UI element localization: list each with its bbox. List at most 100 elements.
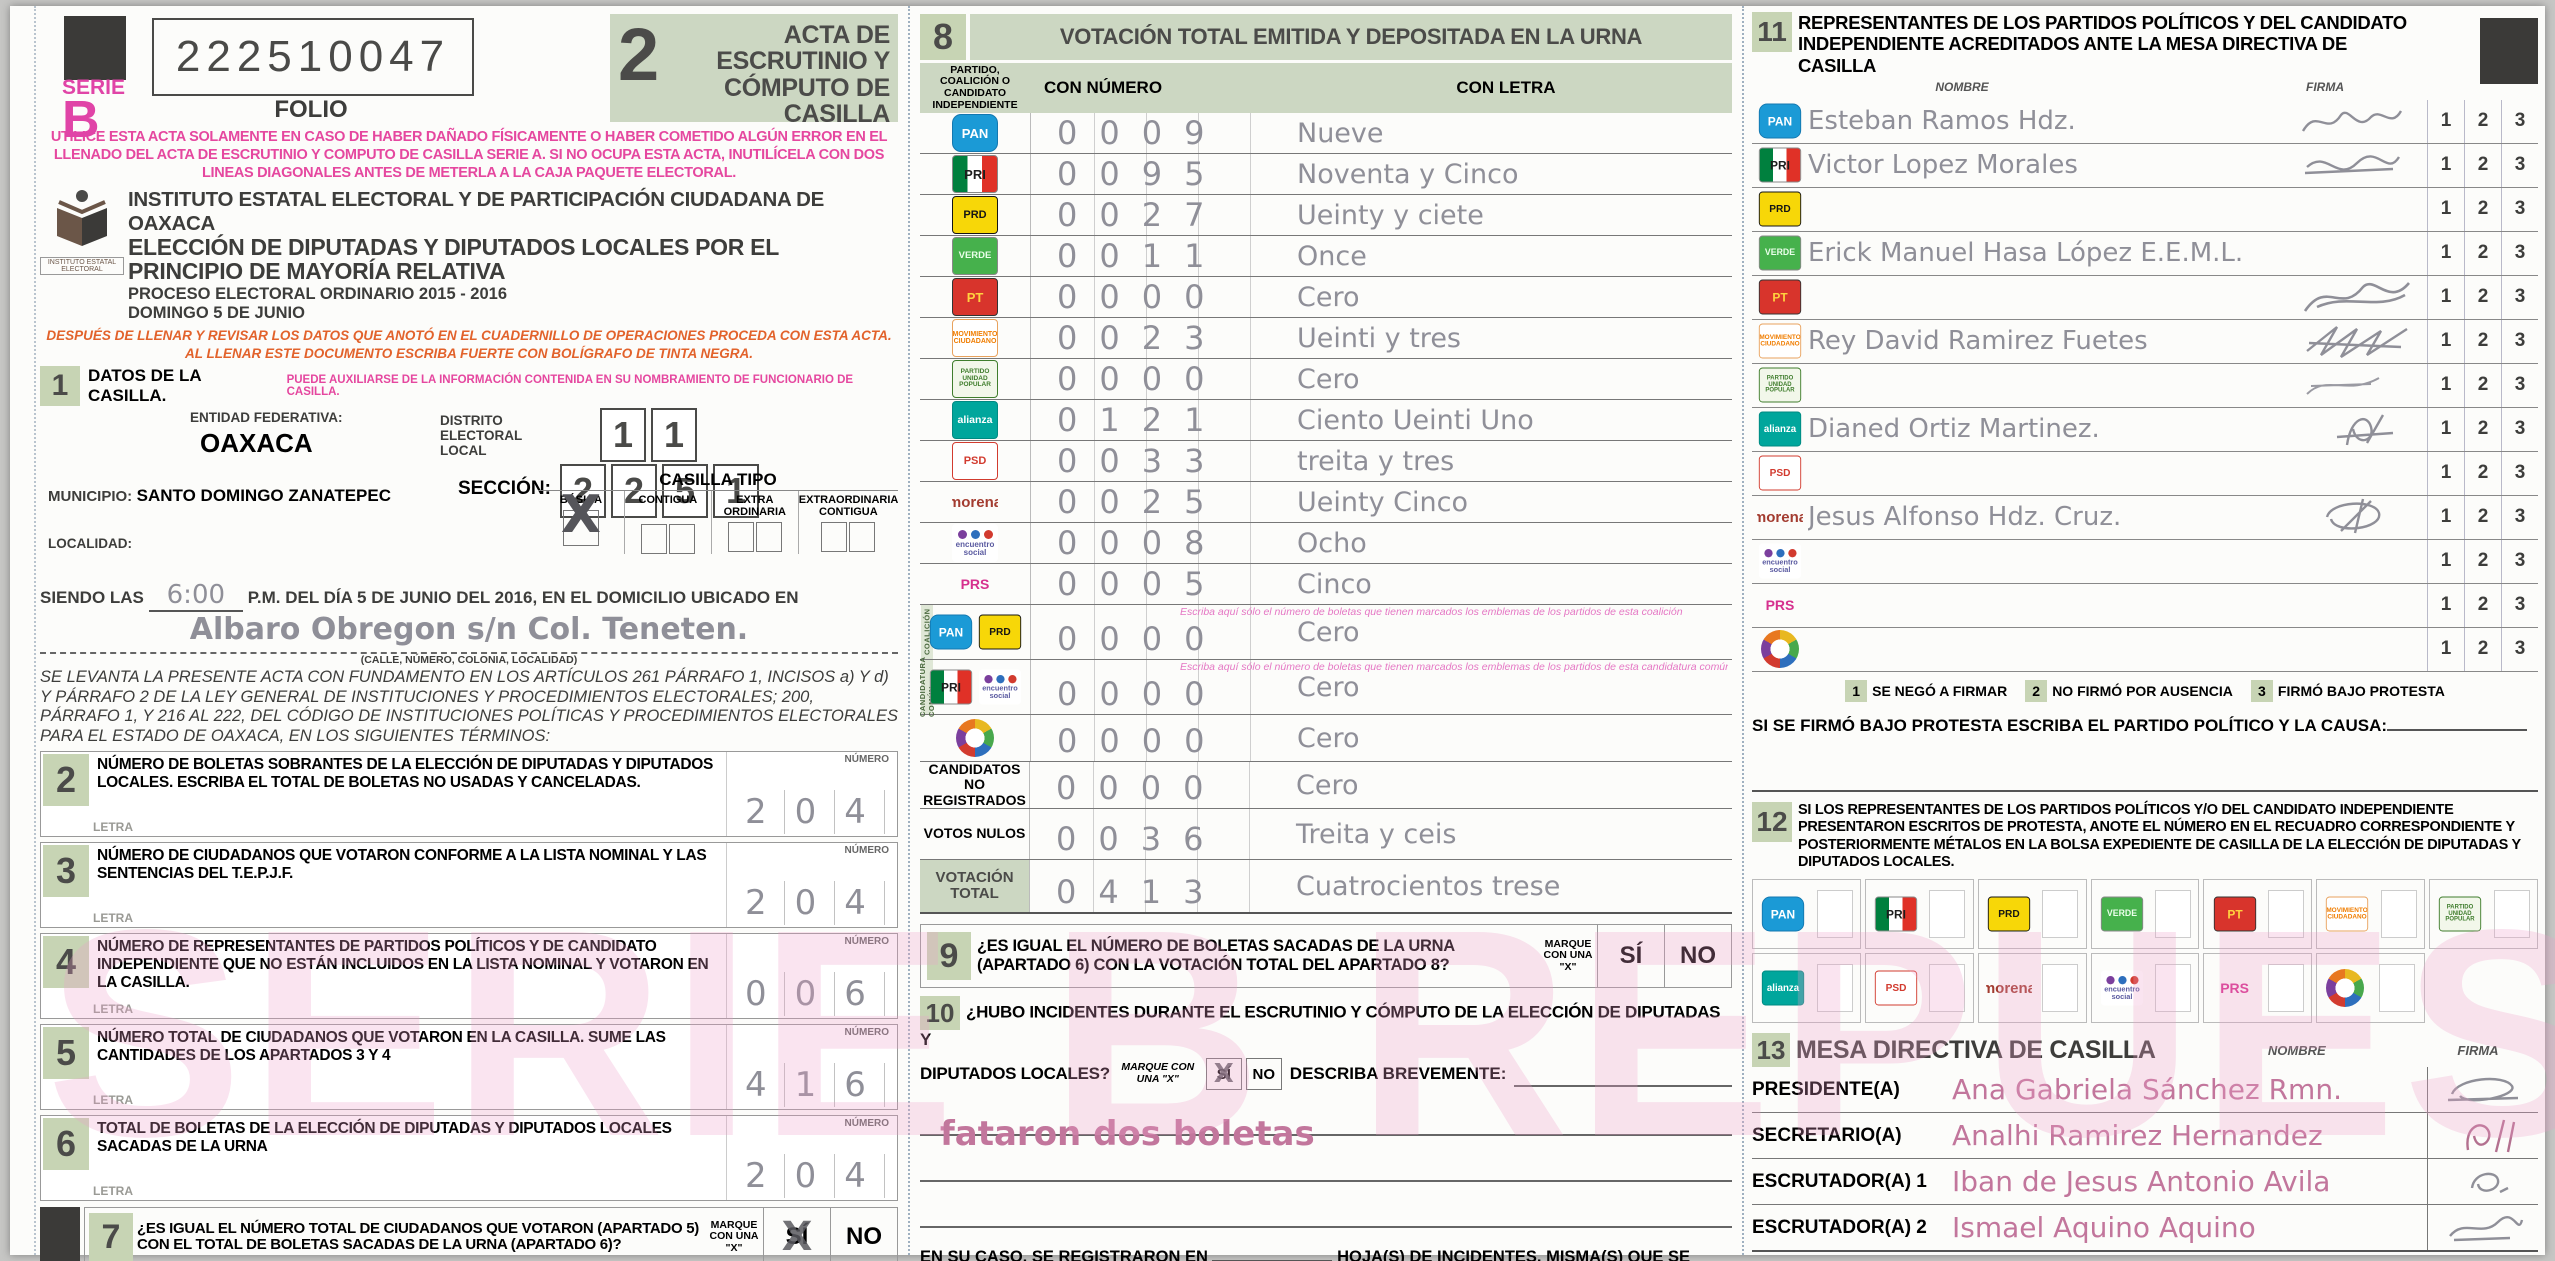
rep-pan-signature[interactable] [2297, 103, 2427, 139]
escrutador2-name[interactable]: Ismael Aquino Aquino [1952, 1211, 2256, 1245]
section-4-value[interactable]: 006 [735, 972, 889, 1017]
coalicion-votes-number[interactable]: 0000 [1031, 605, 1281, 659]
nulos-votes-words[interactable]: Treita y ceis [1296, 818, 1457, 850]
rep-verde-name[interactable]: Erick Manuel Hasa López E.E.M.L. [1808, 238, 2244, 269]
escrutador1-name[interactable]: Iban de Jesus Antonio Avila [1952, 1165, 2331, 1199]
tipo-contigua[interactable]: CONTIGUA [625, 491, 712, 555]
section-9-no[interactable]: NO [1664, 925, 1731, 987]
pan-votes-number[interactable]: 0009 [1031, 113, 1281, 153]
nulos-votes-number[interactable]: 0036 [1030, 809, 1280, 859]
es-protest-box[interactable] [2155, 964, 2192, 1013]
tipo-extraordinaria[interactable]: EXTRA ORDINARIA [712, 491, 799, 555]
rep-pt-signature[interactable] [2297, 277, 2427, 317]
pt-protest-box[interactable] [2268, 890, 2305, 939]
section-2-value[interactable]: 204 [735, 790, 889, 835]
pan-protest-box[interactable] [1816, 890, 1853, 939]
section-9-si[interactable]: SÍ [1597, 925, 1664, 987]
protesta-blank[interactable] [2387, 728, 2528, 731]
verde-protest-box[interactable] [2155, 890, 2192, 939]
protesta-blank-2[interactable] [1752, 746, 2538, 792]
morena-votes-words[interactable]: Ueinty Cinco [1297, 486, 1468, 518]
psd-protest-box[interactable] [1929, 964, 1966, 1013]
na-votes-number[interactable]: 0121 [1031, 400, 1281, 440]
rep-na-name[interactable]: Dianed Ortiz Martinez. [1808, 414, 2100, 445]
comun-votes-words[interactable]: Cero [1297, 671, 1360, 703]
mc-votes-number[interactable]: 0023 [1031, 318, 1281, 358]
section-7-si[interactable]: SÍ X [763, 1208, 830, 1261]
incident-text[interactable]: fataron dos boletas [940, 1114, 1315, 1154]
incident-line-3[interactable] [920, 1182, 1732, 1228]
pan-votes-words[interactable]: Nueve [1297, 117, 1384, 149]
total-votes-words[interactable]: Cuatrocientos trese [1296, 870, 1561, 902]
independiente-votes-number[interactable]: 0000 [1031, 715, 1281, 761]
rep-morena-name[interactable]: Jesus Alfonso Hdz. Cruz. [1808, 502, 2122, 533]
verde-votes-words[interactable]: Once [1297, 240, 1367, 272]
incident-line-2[interactable] [920, 1136, 1732, 1182]
hora-value[interactable]: 6:00 [148, 580, 244, 613]
section-5-value[interactable]: 416 [735, 1063, 889, 1108]
rep-pan-name[interactable]: Esteban Ramos Hdz. [1808, 106, 2076, 137]
tipo-extraordinaria-contigua[interactable]: EXTRAORDINARIA CONTIGUA [799, 491, 898, 554]
coalicion-votes-words[interactable]: Cero [1297, 616, 1360, 648]
rep-pup-signature[interactable] [2297, 370, 2427, 400]
prd-votes-words[interactable]: Ueinty y ciete [1297, 199, 1484, 231]
escrutador1-signature[interactable] [2427, 1159, 2538, 1205]
mc-protest-box[interactable] [2380, 890, 2417, 939]
prs-votes-number[interactable]: 0005 [1031, 564, 1281, 604]
domicilio-value[interactable]: Albaro Obregon s/n Col. Teneten. [40, 612, 898, 655]
section-10-no[interactable]: NO [1245, 1058, 1282, 1090]
pup-votes-words[interactable]: Cero [1297, 363, 1360, 395]
no-registrados-votes-number[interactable]: 0000 [1030, 762, 1280, 808]
pri-protest-box[interactable] [1929, 890, 1966, 939]
pri-votes-words[interactable]: Noventa y Cinco [1297, 158, 1519, 190]
prd-votes-number[interactable]: 0027 [1031, 195, 1281, 235]
independiente-votes-words[interactable]: Cero [1297, 722, 1360, 754]
na-protest-box[interactable] [1816, 964, 1853, 1013]
section-3-value[interactable]: 204 [735, 881, 889, 926]
es-votes-number[interactable]: 0008 [1031, 523, 1281, 563]
rep-pri-signature[interactable] [2297, 147, 2427, 183]
secretario-name[interactable]: Analhi Ramirez Hernandez [1952, 1119, 2323, 1153]
morena-votes-number[interactable]: 0025 [1031, 482, 1281, 522]
ci-protest-box[interactable] [2378, 964, 2415, 1013]
section-10-si[interactable]: SÍ X [1205, 1058, 1242, 1090]
pup-votes-number[interactable]: 0000 [1031, 359, 1281, 399]
rep-mc-signature[interactable] [2297, 321, 2427, 361]
describa-line[interactable] [1514, 1061, 1732, 1087]
presidente-signature[interactable] [2427, 1067, 2538, 1113]
na-votes-words[interactable]: Ciento Ueinti Uno [1297, 404, 1534, 436]
rep-morena-signature[interactable] [2297, 497, 2427, 537]
rep-pri-name[interactable]: Victor Lopez Morales [1808, 150, 2078, 181]
rep-mc-name[interactable]: Rey David Ramirez Fuetes [1808, 326, 2148, 357]
es-votes-words[interactable]: Ocho [1297, 527, 1367, 559]
section-7-no[interactable]: NO [830, 1208, 897, 1261]
incident-line-1[interactable] [920, 1090, 1732, 1136]
pt-votes-words[interactable]: Cero [1297, 281, 1360, 313]
psd-votes-number[interactable]: 0033 [1031, 441, 1281, 481]
tipo-basica[interactable]: BÁSICA X [538, 485, 625, 555]
no-registrados-votes-words[interactable]: Cero [1296, 769, 1359, 801]
pup-protest-box[interactable] [2493, 890, 2530, 939]
comun-votes-number[interactable]: 0000 [1031, 660, 1281, 714]
presidente-name[interactable]: Ana Gabriela Sánchez Rmn. [1952, 1073, 2342, 1107]
section-6-value[interactable]: 204 [735, 1154, 889, 1199]
morena-protest-box[interactable] [2042, 964, 2079, 1013]
secretario-signature[interactable] [2427, 1113, 2538, 1159]
pri-votes-number[interactable]: 0095 [1031, 154, 1281, 194]
pt-votes-number[interactable]: 0000 [1031, 277, 1281, 317]
prd-protest-box[interactable] [2042, 890, 2079, 939]
total-votes-number[interactable]: 0413 [1030, 860, 1280, 912]
rep-na-signature[interactable] [2297, 409, 2427, 449]
mc-votes-words[interactable]: Ueinti y tres [1297, 322, 1461, 354]
